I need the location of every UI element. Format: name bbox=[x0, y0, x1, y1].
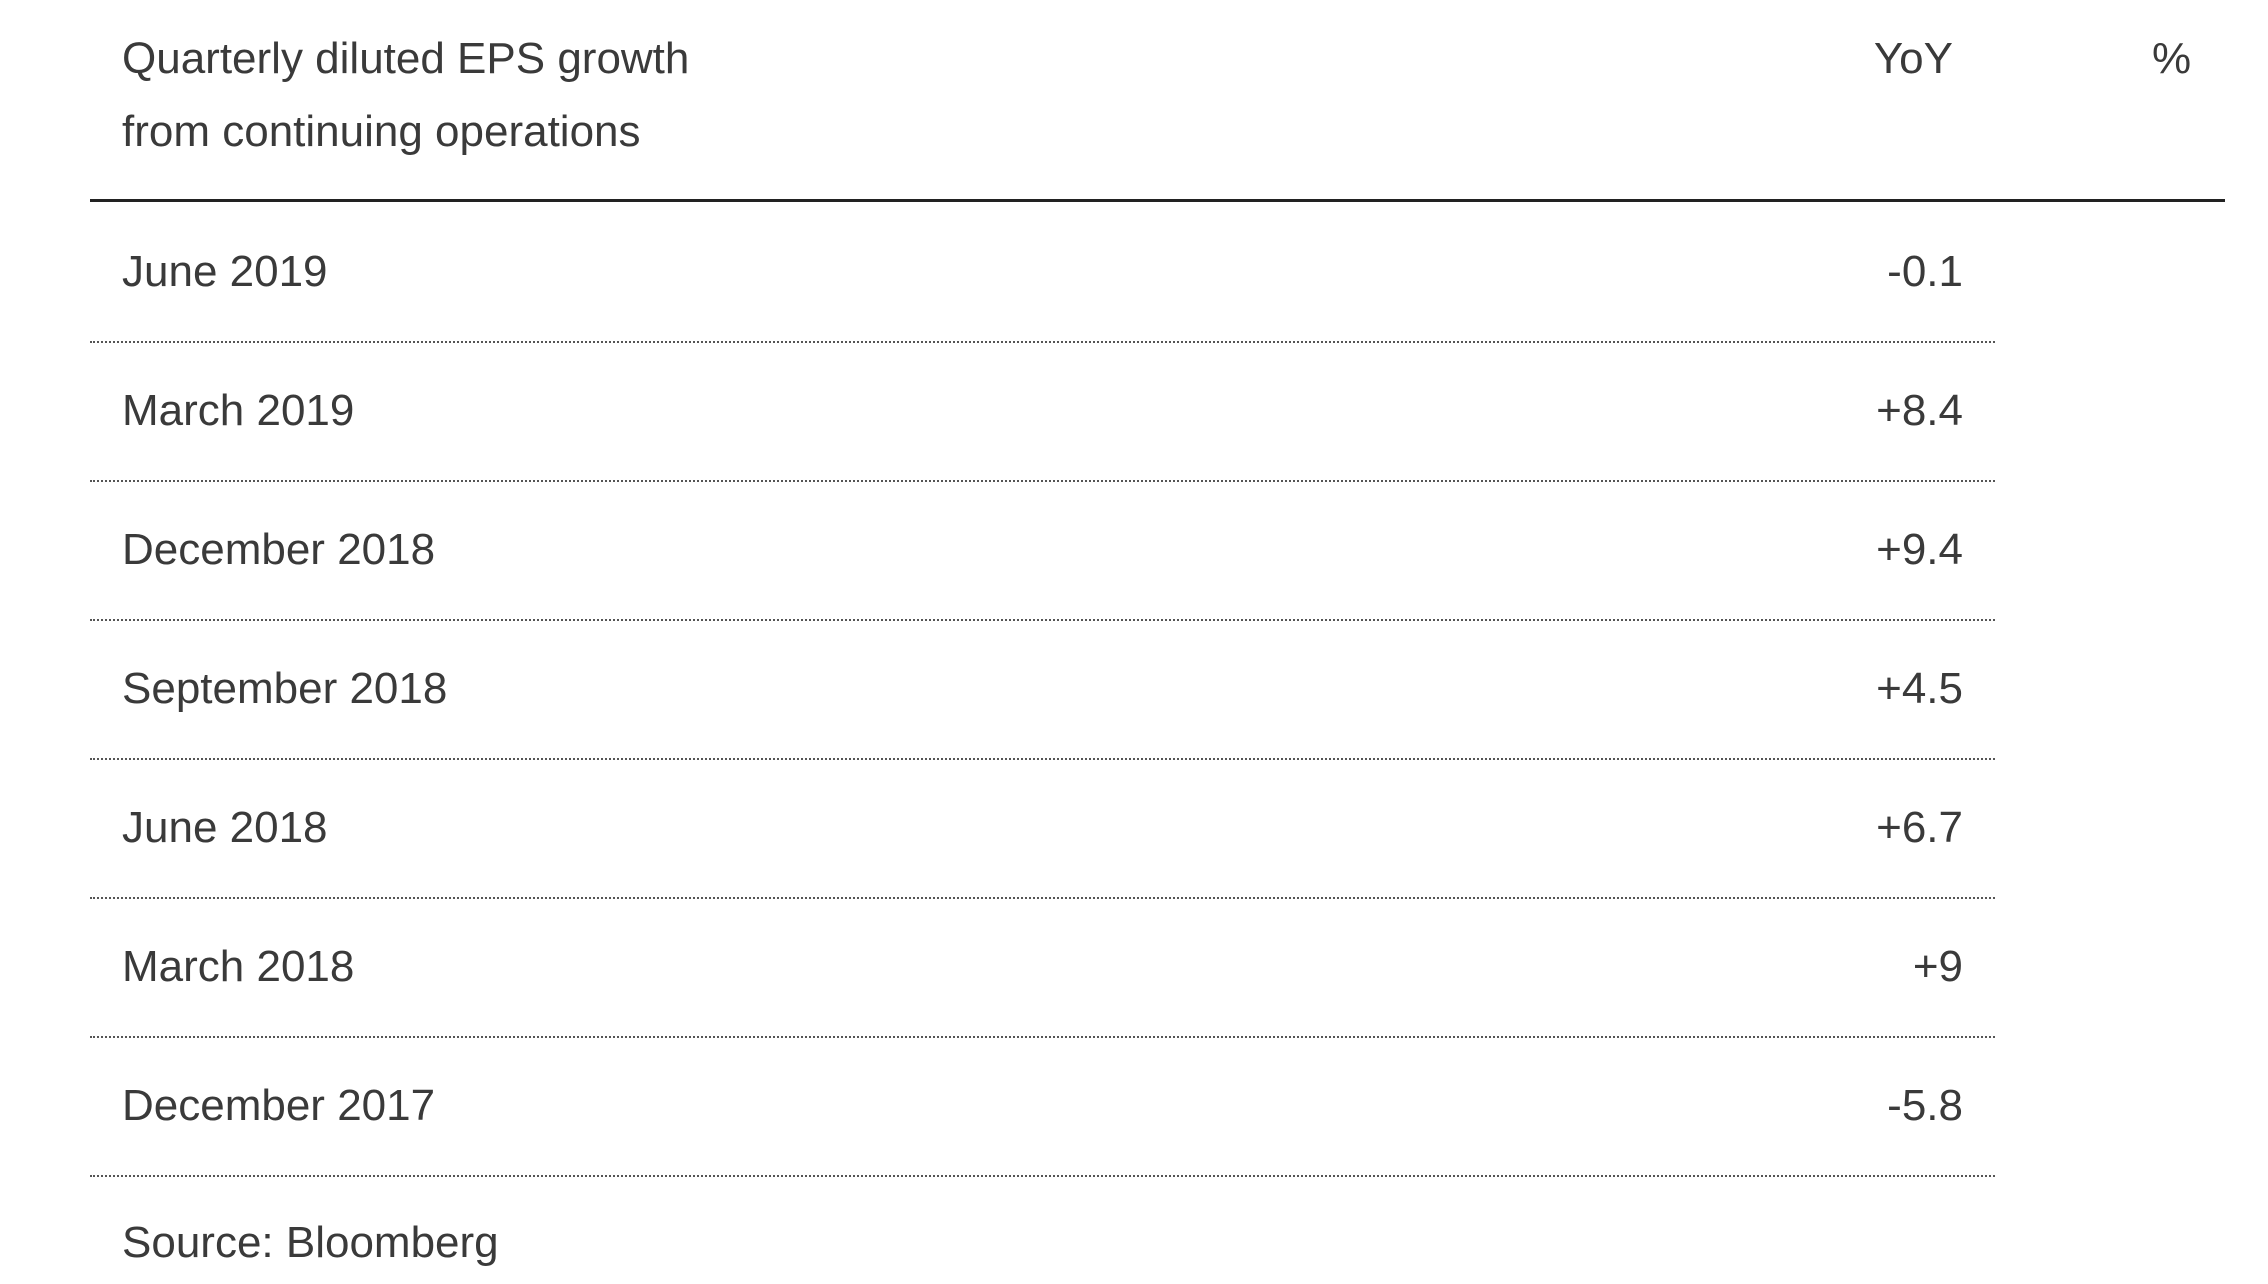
table-row: March 2018 +9 bbox=[90, 897, 1995, 1038]
header-divider bbox=[90, 199, 2225, 202]
table-title-line2: from continuing operations bbox=[122, 107, 641, 156]
row-period: June 2019 bbox=[122, 247, 328, 296]
row-value: +9.4 bbox=[1876, 525, 1963, 574]
row-period: December 2017 bbox=[122, 1081, 436, 1130]
row-period: September 2018 bbox=[122, 664, 448, 713]
source-note: Source: Bloomberg bbox=[122, 1218, 499, 1267]
row-period: March 2019 bbox=[122, 386, 355, 435]
row-value: +8.4 bbox=[1876, 386, 1963, 435]
row-period: March 2018 bbox=[122, 942, 355, 991]
row-value: +9 bbox=[1912, 942, 1963, 991]
table-title-line1: Quarterly diluted EPS growth bbox=[122, 34, 690, 83]
row-value: -5.8 bbox=[1887, 1081, 1963, 1130]
column-header-unit: % bbox=[2152, 34, 2192, 83]
row-period: June 2018 bbox=[122, 803, 328, 852]
table-row: December 2017 -5.8 bbox=[90, 1036, 1995, 1177]
table-row: December 2018 +9.4 bbox=[90, 480, 1995, 621]
row-value: +6.7 bbox=[1876, 803, 1963, 852]
column-header-yoy: YoY bbox=[1873, 34, 1953, 83]
row-value: +4.5 bbox=[1876, 664, 1963, 713]
row-value: -0.1 bbox=[1887, 247, 1963, 296]
table-row: June 2018 +6.7 bbox=[90, 758, 1995, 899]
table-title: Quarterly diluted EPS growth from contin… bbox=[122, 22, 689, 168]
row-period: December 2018 bbox=[122, 525, 436, 574]
table-row: March 2019 +8.4 bbox=[90, 341, 1995, 482]
table-row: September 2018 +4.5 bbox=[90, 619, 1995, 760]
table-row: June 2019 -0.1 bbox=[90, 202, 1995, 343]
